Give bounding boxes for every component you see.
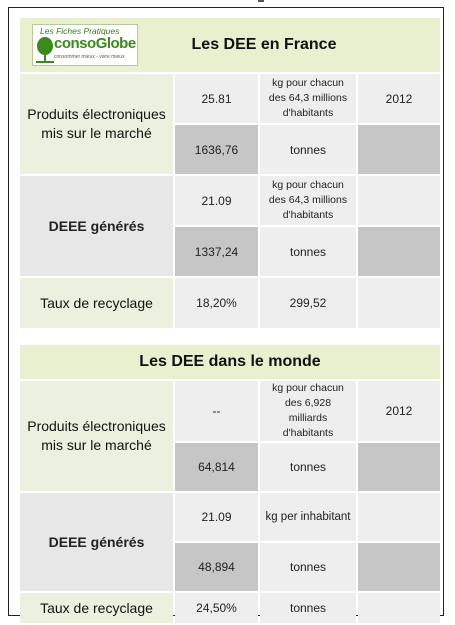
france-deee-total-unit: tonnes xyxy=(260,227,356,276)
france-empty-cell xyxy=(358,227,440,276)
logo-line1: Les Fiches Pratiques xyxy=(40,26,120,36)
france-table: Les Fiches Pratiques consoGlobe consomme… xyxy=(18,16,442,330)
france-empty-cell xyxy=(358,125,440,174)
france-empty-cell xyxy=(358,278,440,328)
tree-icon xyxy=(36,37,54,63)
logo-brand: consoGlobe xyxy=(54,35,136,52)
france-produits-total-unit: tonnes xyxy=(260,125,356,174)
france-deee-total: 1337,24 xyxy=(175,227,258,276)
monde-produits-total: 64,814 xyxy=(175,443,258,491)
monde-taux-rate: 24,50% xyxy=(175,593,258,623)
france-deee-unit: kg pour chacun des 64,3 millions d'habit… xyxy=(260,176,356,225)
monde-produits-year: 2012 xyxy=(358,381,440,441)
france-title: Les DEE en France xyxy=(191,36,337,53)
monde-empty-cell xyxy=(358,593,440,623)
monde-title: Les DEE dans le monde xyxy=(20,345,440,379)
france-produits-label: Produits électroniques mis sur le marché xyxy=(20,74,173,174)
monde-taux-value: tonnes xyxy=(260,593,356,623)
monde-empty-cell xyxy=(358,443,440,491)
monde-produits-total-unit: tonnes xyxy=(260,443,356,491)
france-taux-rate: 18,20% xyxy=(175,278,258,328)
monde-deee-total-unit: tonnes xyxy=(260,543,356,591)
monde-empty-cell xyxy=(358,543,440,591)
monde-deee-label: DEEE générés xyxy=(20,493,173,591)
france-deee-label: DEEE générés xyxy=(20,176,173,276)
logo-tagline: consommer mieux - vivre mieux xyxy=(54,54,125,60)
france-taux-value: 299,52 xyxy=(260,278,356,328)
monde-deee-total: 48,894 xyxy=(175,543,258,591)
france-produits-total: 1636,76 xyxy=(175,125,258,174)
france-empty-cell xyxy=(358,176,440,225)
france-produits-unit: kg pour chacun des 64,3 millions d'habit… xyxy=(260,74,356,123)
monde-produits-per-capita: -- xyxy=(175,381,258,441)
france-produits-per-capita: 25.81 xyxy=(175,74,258,123)
france-header: Les Fiches Pratiques consoGlobe consomme… xyxy=(20,18,440,72)
monde-empty-cell xyxy=(358,493,440,541)
france-produits-year: 2012 xyxy=(358,74,440,123)
monde-table: Les DEE dans le monde Produits électroni… xyxy=(18,343,442,625)
france-deee-per-capita: 21.09 xyxy=(175,176,258,225)
france-taux-label: Taux de recyclage xyxy=(20,278,173,328)
consoglobe-logo: Les Fiches Pratiques consoGlobe consomme… xyxy=(32,24,138,66)
monde-produits-label: Produits électroniques mis sur le marché xyxy=(20,381,173,491)
monde-taux-label: Taux de recyclage xyxy=(20,593,173,623)
monde-deee-per-capita: 21.09 xyxy=(175,493,258,541)
monde-produits-unit: kg pour chacun des 6,928 milliards d'hab… xyxy=(260,381,356,441)
monde-deee-unit: kg per inhabitant xyxy=(260,493,356,541)
top-mark xyxy=(258,0,264,2)
